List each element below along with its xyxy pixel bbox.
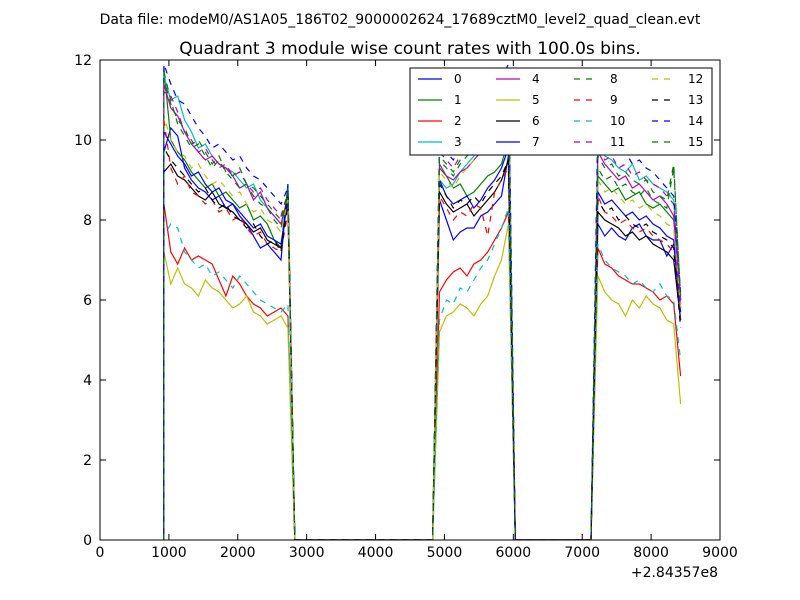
legend-label-11: 11 bbox=[610, 135, 625, 149]
legend-label-15: 15 bbox=[688, 135, 703, 149]
series-line-3 bbox=[163, 67, 682, 540]
legend-label-5: 5 bbox=[532, 93, 540, 107]
x-tick-label: 4000 bbox=[358, 545, 394, 561]
series-line-13 bbox=[163, 145, 682, 540]
legend-label-10: 10 bbox=[610, 114, 625, 128]
y-tick-label: 4 bbox=[83, 373, 92, 389]
x-offset-label: +2.84357e8 bbox=[631, 565, 718, 581]
series-line-10 bbox=[163, 207, 682, 540]
x-tick-label: 7000 bbox=[564, 545, 600, 561]
series-line-12 bbox=[163, 105, 682, 540]
y-tick-label: 12 bbox=[74, 53, 92, 69]
series-line-0 bbox=[163, 126, 682, 540]
legend-label-0: 0 bbox=[454, 72, 462, 86]
legend-label-3: 3 bbox=[454, 135, 462, 149]
series-line-11 bbox=[163, 75, 682, 540]
legend-label-12: 12 bbox=[688, 72, 703, 86]
chart-suptitle: Data file: modeM0/AS1A05_186T02_90000026… bbox=[100, 12, 701, 28]
legend-box bbox=[409, 67, 713, 156]
legend-label-4: 4 bbox=[532, 72, 540, 86]
legend-label-13: 13 bbox=[688, 93, 703, 107]
series-line-1 bbox=[163, 67, 682, 540]
legend-label-8: 8 bbox=[610, 72, 618, 86]
legend-label-1: 1 bbox=[454, 93, 462, 107]
y-tick-label: 8 bbox=[83, 213, 92, 229]
series-line-6 bbox=[163, 159, 682, 540]
y-tick-label: 10 bbox=[74, 133, 92, 149]
x-tick-label: 8000 bbox=[633, 545, 669, 561]
series-line-9 bbox=[163, 119, 682, 540]
y-tick-label: 0 bbox=[83, 533, 92, 549]
legend-label-14: 14 bbox=[688, 114, 703, 128]
x-tick-label: 2000 bbox=[220, 545, 256, 561]
series-line-7 bbox=[163, 129, 682, 540]
x-tick-label: 6000 bbox=[496, 545, 532, 561]
series-line-4 bbox=[163, 83, 682, 540]
x-tick-label: 1000 bbox=[151, 545, 187, 561]
x-tick-label: 0 bbox=[96, 545, 105, 561]
series-lines bbox=[163, 63, 682, 540]
series-line-5 bbox=[163, 223, 682, 540]
chart-title: Quadrant 3 module wise count rates with … bbox=[179, 39, 640, 59]
legend-label-6: 6 bbox=[532, 114, 540, 128]
x-tick-label: 3000 bbox=[289, 545, 325, 561]
legend-label-9: 9 bbox=[610, 93, 618, 107]
series-line-15 bbox=[163, 79, 682, 540]
axis-ticks: 0 1000 2000 3000 4000 5000 6000 7000 8000 9000 0 2 4… bbox=[74, 53, 738, 561]
y-tick-label: 2 bbox=[83, 453, 92, 469]
series-line-2 bbox=[163, 203, 682, 540]
series-line-8 bbox=[163, 71, 682, 540]
legend-label-2: 2 bbox=[454, 114, 462, 128]
y-tick-label: 6 bbox=[83, 293, 92, 309]
legend-label-7: 7 bbox=[532, 135, 540, 149]
x-tick-label: 9000 bbox=[702, 545, 738, 561]
x-tick-label: 5000 bbox=[427, 545, 463, 561]
